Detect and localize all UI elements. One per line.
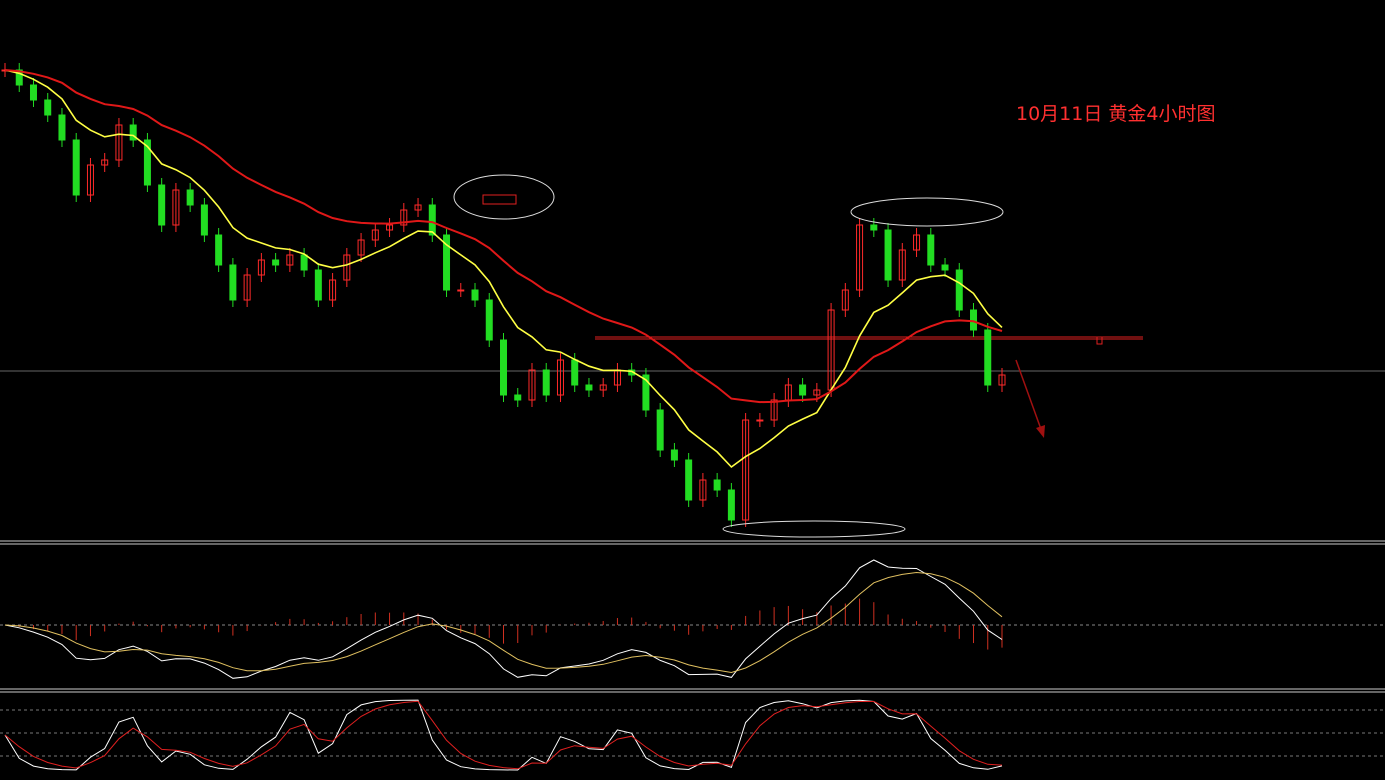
candle-body: [927, 234, 935, 266]
trend-arrow: [1015, 359, 1043, 433]
candle-body: [556, 359, 564, 396]
candle-body: [685, 459, 693, 501]
candle-body: [300, 254, 308, 271]
candle-body: [314, 269, 322, 301]
candle-body: [172, 189, 180, 226]
stoch-k: [4, 699, 1003, 771]
candle-body: [386, 224, 394, 231]
candle-body: [699, 479, 707, 501]
highlight-box: [482, 194, 517, 205]
candle-body: [343, 254, 351, 281]
macd-dea: [4, 571, 1003, 674]
candle-body: [770, 399, 778, 421]
candle-body: [941, 264, 949, 271]
candle-body: [186, 189, 194, 206]
candle-body: [670, 449, 678, 461]
candle-body: [898, 249, 906, 281]
candle-body: [955, 269, 963, 311]
candle-body: [58, 114, 66, 141]
candle-body: [158, 184, 166, 226]
ma-slow: [4, 69, 1003, 404]
candle-body: [200, 204, 208, 236]
candle-body: [756, 419, 764, 422]
candle-body: [571, 359, 579, 386]
candle-body: [243, 274, 251, 301]
candle-body: [599, 384, 607, 391]
candle-body: [998, 374, 1006, 386]
candle-body: [870, 224, 878, 231]
candle-body: [970, 309, 978, 331]
marker: [1096, 336, 1103, 345]
candle-body: [414, 204, 422, 211]
candle-body: [129, 124, 137, 141]
candle-body: [329, 279, 337, 301]
candle-body: [984, 329, 992, 386]
candle-body: [457, 289, 465, 292]
candle-body: [500, 339, 507, 396]
candle-body: [856, 224, 864, 291]
candle-body: [257, 259, 265, 276]
candle-body: [656, 409, 664, 451]
candle-body: [913, 234, 921, 251]
stoch-d: [4, 700, 1003, 770]
candle-body: [72, 139, 80, 196]
candle-body: [713, 479, 721, 491]
candle-body: [29, 84, 37, 101]
candle-body: [485, 299, 493, 341]
candle-body: [642, 374, 650, 411]
candle-body: [115, 124, 123, 161]
candle-body: [143, 139, 151, 186]
candle-body: [371, 229, 379, 241]
candle-body: [813, 389, 821, 396]
candle-body: [272, 259, 280, 266]
chart-title: 10月11日 黄金4小时图: [1016, 103, 1215, 125]
highlight-ellipse: [722, 520, 906, 538]
macd-dif: [4, 559, 1003, 679]
candle-body: [528, 369, 536, 401]
candle-body: [514, 394, 522, 401]
candle-body: [542, 369, 550, 396]
candle-body: [471, 289, 479, 301]
candle-body: [428, 204, 436, 236]
candle-body: [44, 99, 52, 116]
candle-body: [799, 384, 807, 396]
candle-body: [357, 239, 365, 256]
arrow-head: [1036, 425, 1045, 438]
candle-body: [742, 419, 750, 521]
candle-body: [443, 234, 451, 291]
candle-body: [215, 234, 223, 266]
candle-body: [229, 264, 237, 301]
candle-body: [286, 254, 294, 266]
highlight-ellipse: [453, 174, 555, 220]
candle-body: [86, 164, 94, 196]
highlight-ellipse: [850, 197, 1004, 227]
candle-body: [15, 69, 23, 86]
candle-body: [727, 489, 735, 521]
candle-body: [585, 384, 593, 391]
ma-fast: [4, 69, 1003, 469]
candle-body: [841, 289, 849, 311]
plot: [1, 63, 1006, 771]
candle-body: [884, 229, 892, 281]
candle-body: [101, 159, 109, 166]
candle-body: [400, 209, 408, 226]
